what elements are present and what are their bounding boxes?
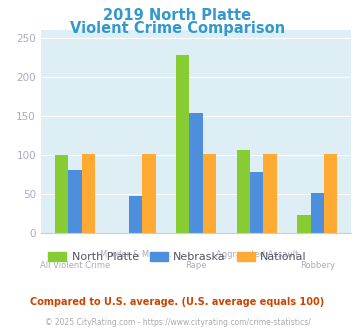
- Bar: [82, 154, 95, 233]
- Bar: [176, 55, 190, 233]
- Text: © 2025 CityRating.com - https://www.cityrating.com/crime-statistics/: © 2025 CityRating.com - https://www.city…: [45, 318, 310, 327]
- Text: Compared to U.S. average. (U.S. average equals 100): Compared to U.S. average. (U.S. average …: [31, 297, 324, 307]
- Bar: [311, 193, 324, 233]
- Bar: [237, 150, 250, 233]
- Text: Violent Crime Comparison: Violent Crime Comparison: [70, 21, 285, 36]
- Text: Rape: Rape: [185, 261, 207, 270]
- Bar: [324, 154, 337, 233]
- Text: Aggravated Assault: Aggravated Assault: [215, 250, 298, 259]
- Bar: [263, 154, 277, 233]
- Bar: [129, 196, 142, 233]
- Text: Robbery: Robbery: [300, 261, 335, 270]
- Bar: [297, 215, 311, 233]
- Bar: [190, 113, 203, 233]
- Legend: North Platte, Nebraska, National: North Platte, Nebraska, National: [44, 248, 311, 267]
- Bar: [203, 154, 216, 233]
- Text: All Violent Crime: All Violent Crime: [40, 261, 110, 270]
- Bar: [55, 154, 68, 233]
- Text: Murder & Mans...: Murder & Mans...: [100, 250, 171, 259]
- Bar: [68, 170, 82, 233]
- Bar: [250, 172, 263, 233]
- Text: 2019 North Platte: 2019 North Platte: [103, 8, 252, 23]
- Bar: [142, 154, 155, 233]
